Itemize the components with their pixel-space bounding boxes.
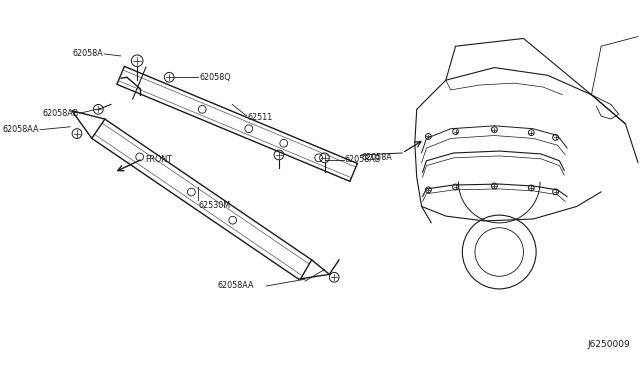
Text: J6250009: J6250009 (588, 340, 630, 349)
Text: FRONT: FRONT (145, 155, 172, 164)
Text: 62058A: 62058A (362, 153, 392, 162)
Text: 62058A: 62058A (72, 49, 103, 58)
Text: 62058AA: 62058AA (3, 125, 39, 134)
Text: 62058Q: 62058Q (199, 73, 231, 82)
Text: 62058AA: 62058AA (218, 282, 254, 291)
Text: 62511: 62511 (248, 113, 273, 122)
Text: 62058AB: 62058AB (345, 155, 381, 164)
Text: 62058AB: 62058AB (43, 109, 79, 118)
Text: 62530M: 62530M (198, 201, 230, 209)
